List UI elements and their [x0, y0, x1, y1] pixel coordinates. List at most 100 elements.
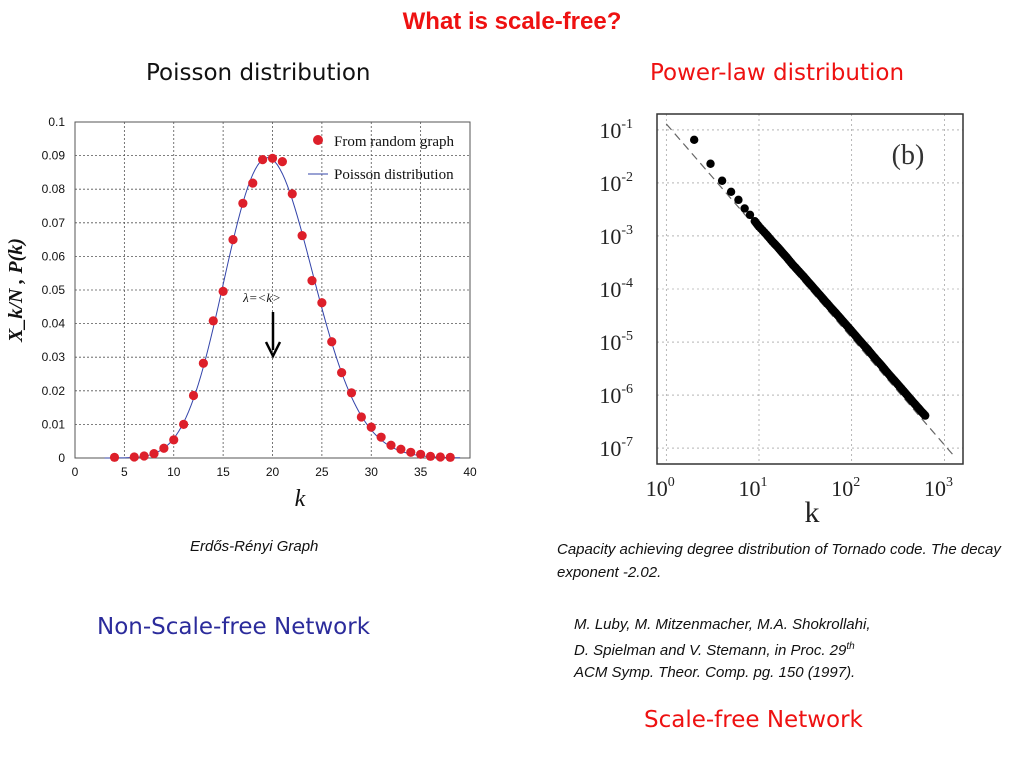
down-arrow-icon [264, 312, 282, 359]
poisson-x-tick-label: 15 [216, 465, 230, 479]
power-law-grid [657, 114, 963, 464]
poisson-x-axis-label: k [295, 486, 306, 512]
reference-citation: M. Luby, M. Mitzenmacher, M.A. Shokrolla… [574, 614, 1014, 684]
poisson-y-tick-label: 0.08 [42, 182, 66, 196]
poisson-y-axis-label: X_k/N , P(k) [5, 238, 27, 343]
poisson-x-tick-label: 30 [365, 465, 379, 479]
poisson-grid [75, 122, 470, 458]
poisson-plot-frame [74, 121, 471, 459]
poisson-x-tick-label: 5 [121, 465, 128, 479]
poisson-data-point [238, 198, 248, 208]
reference-line-3: ACM Symp. Theor. Comp. pg. 150 (1997). [574, 664, 856, 681]
power-law-data-point [734, 195, 743, 205]
power-law-data-point [745, 210, 755, 220]
power-law-y-tick-label: 10-3 [599, 223, 633, 249]
poisson-data-point [376, 432, 386, 442]
poisson-data-point [258, 155, 268, 165]
poisson-y-tick-label: 0.09 [42, 149, 66, 163]
power-law-data-point [717, 176, 727, 185]
poisson-data-point [159, 443, 169, 453]
poisson-y-tick-label: 0.03 [42, 350, 66, 364]
slide-title: What is scale-free? [402, 8, 622, 35]
poisson-y-tick-label: 0 [58, 451, 65, 465]
poisson-data-point [149, 449, 159, 459]
poisson-x-tick-label: 25 [315, 465, 329, 479]
lambda-annotation: λ=<k> [242, 290, 281, 305]
power-law-data-point [706, 159, 715, 168]
poisson-y-tick-label: 0.1 [48, 115, 65, 129]
poisson-y-tick-label: 0.02 [42, 384, 66, 398]
power-law-fit-line [665, 123, 956, 458]
poisson-y-tick-label: 0.06 [42, 249, 66, 263]
power-law-x-tick-label: 102 [831, 475, 860, 501]
power-law-data-point [921, 411, 930, 420]
reference-line-2: D. Spielman and V. Stemann, in Proc. 29t… [574, 641, 855, 659]
power-law-data-point [689, 135, 699, 145]
poisson-data-point [129, 452, 139, 462]
poisson-y-tick-label: 0.07 [42, 216, 66, 230]
poisson-chart: 0 5 10 15 20 25 30 35 40 0 0.01 0.02 0.03 0.04 0.05 0.0… [5, 115, 477, 512]
panel-label: (b) [892, 140, 925, 171]
non-scale-free-label: Non-Scale-free Network [97, 614, 371, 640]
poisson-data-point [179, 419, 189, 429]
poisson-data-point [356, 412, 366, 422]
legend-label-random-graph: From random graph [334, 134, 454, 150]
erdos-renyi-caption: Erdős-Rényi Graph [190, 538, 319, 555]
poisson-data-point [277, 157, 287, 167]
poisson-data-point [198, 358, 208, 368]
poisson-data-point [337, 368, 347, 378]
poisson-data-point [406, 447, 416, 457]
poisson-y-tick-label: 0.04 [42, 317, 66, 331]
scale-free-label: Scale-free Network [644, 707, 863, 733]
poisson-data-point [307, 275, 317, 286]
power-law-y-tick-label: 10-1 [599, 117, 633, 143]
poisson-data-point [109, 452, 120, 462]
legend-marker-random-graph [313, 135, 323, 145]
poisson-data-point [248, 178, 258, 188]
power-law-heading: Power-law distribution [650, 60, 905, 86]
power-law-x-axis-label: k [805, 496, 820, 529]
poisson-data-point [139, 451, 149, 461]
poisson-data-point [396, 444, 406, 454]
power-law-y-tick-label: 10-4 [599, 276, 633, 302]
power-law-tick-labels: 100 101 102 103 10-1 10-2 10-3 10-4 10-5 10-6 10-7 [599, 117, 953, 501]
power-law-y-tick-label: 10-7 [599, 435, 633, 461]
poisson-x-tick-label: 20 [266, 465, 280, 479]
power-law-x-tick-label: 101 [739, 475, 768, 501]
poisson-tick-labels: 0 5 10 15 20 25 30 35 40 0 0.01 0.02 0.03 0.04 0.05 0.0… [42, 115, 477, 479]
power-law-x-tick-label: 100 [646, 475, 675, 501]
legend-label-poisson: Poisson distribution [334, 167, 454, 183]
poisson-x-tick-label: 0 [72, 465, 79, 479]
poisson-data-point [169, 435, 179, 445]
poisson-data-point [267, 153, 278, 163]
poisson-points [109, 153, 455, 462]
poisson-data-point [208, 316, 218, 326]
poisson-x-tick-label: 10 [167, 465, 181, 479]
poisson-data-point [346, 388, 357, 398]
poisson-data-point [287, 189, 297, 199]
poisson-data-point [435, 452, 445, 462]
poisson-curve [104, 157, 461, 459]
poisson-data-point [327, 337, 337, 347]
poisson-data-point [366, 422, 376, 432]
poisson-data-point [425, 451, 436, 461]
poisson-data-point [228, 235, 238, 245]
poisson-legend: From random graph Poisson distribution [308, 134, 454, 183]
power-law-y-tick-label: 10-5 [599, 329, 633, 355]
power-law-y-tick-label: 10-2 [599, 170, 633, 196]
power-law-data-point [740, 204, 749, 213]
poisson-data-point [218, 286, 228, 296]
poisson-data-point [297, 230, 307, 241]
poisson-y-tick-label: 0.05 [42, 283, 66, 297]
poisson-data-point [386, 440, 396, 450]
tornado-code-caption: Capacity achieving degree distribution o… [557, 541, 1001, 581]
power-law-data-point [726, 187, 736, 197]
poisson-heading: Poisson distribution [146, 60, 371, 86]
power-law-x-tick-label: 103 [924, 475, 953, 501]
power-law-plot-frame [656, 113, 964, 465]
poisson-x-tick-label: 35 [414, 465, 428, 479]
poisson-data-point [416, 449, 426, 459]
power-law-points [689, 135, 930, 420]
poisson-x-tick-label: 40 [463, 465, 477, 479]
poisson-data-point [445, 452, 455, 462]
